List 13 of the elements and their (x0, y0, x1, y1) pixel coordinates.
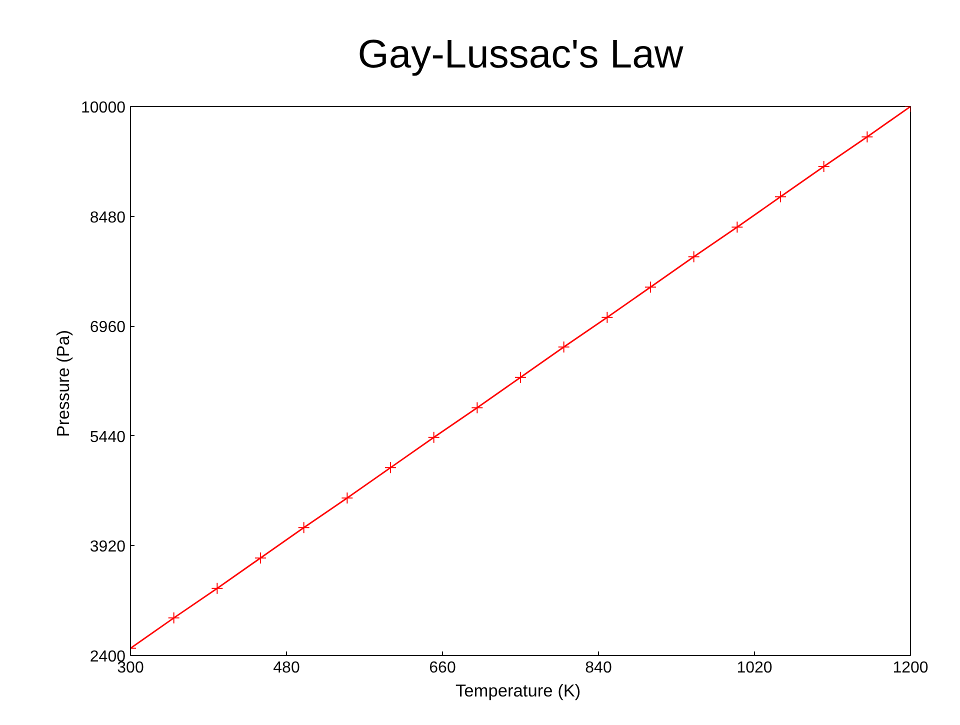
x-tick-label: 1200 (892, 660, 928, 676)
y-tick-label: 5440 (90, 428, 126, 446)
x-tick-label: 840 (585, 660, 612, 676)
x-tick-label: 660 (429, 660, 456, 676)
x-axis-title: Temperature (K) (456, 680, 581, 700)
chart-title: Gay-Lussac's Law (358, 32, 684, 76)
y-tick-label: 8480 (90, 209, 126, 226)
y-tick-label: 10000 (81, 100, 126, 116)
y-tick-label: 3920 (90, 538, 126, 556)
x-tick-label: 480 (273, 660, 300, 676)
y-axis-title: Pressure (Pa) (53, 330, 74, 437)
y-tick-label: 6960 (90, 319, 126, 336)
x-tick-label: 1020 (736, 660, 772, 676)
